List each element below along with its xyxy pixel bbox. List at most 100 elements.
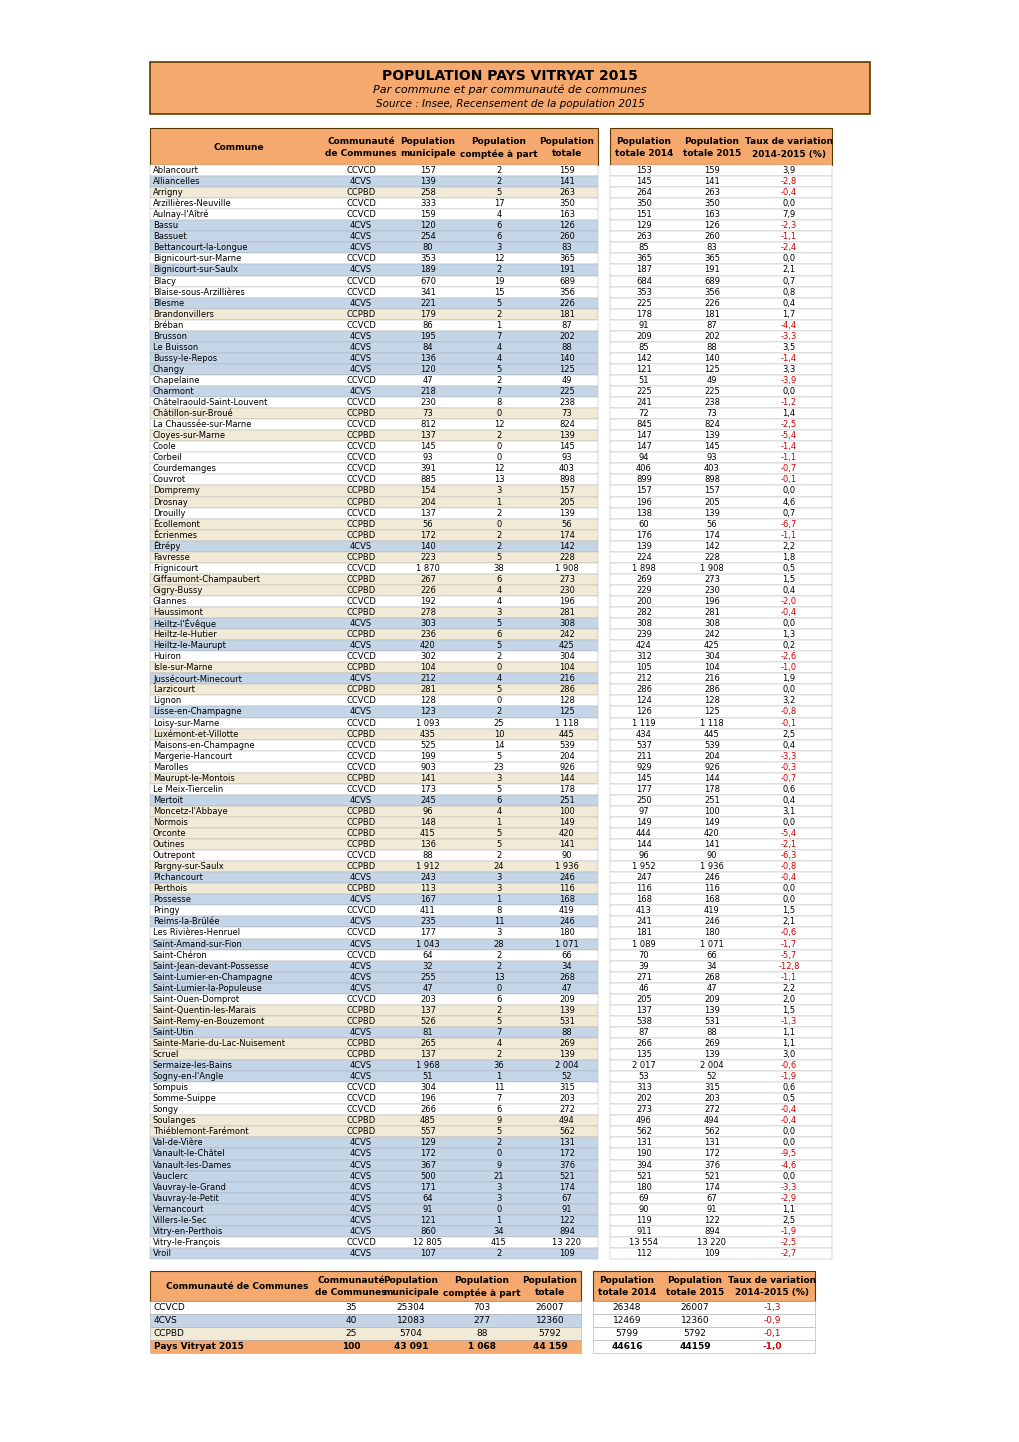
Text: CCPBD: CCPBD — [346, 630, 375, 639]
Text: 273: 273 — [703, 575, 719, 584]
Bar — [150, 552, 597, 562]
Text: 66: 66 — [561, 950, 572, 959]
Text: -2,9: -2,9 — [781, 1194, 796, 1203]
Text: 0,4: 0,4 — [782, 585, 795, 596]
Text: 100: 100 — [341, 1343, 360, 1351]
Text: 0,7: 0,7 — [782, 509, 795, 518]
Text: 562: 562 — [703, 1128, 719, 1136]
Text: 147: 147 — [636, 431, 651, 440]
Text: 32: 32 — [422, 962, 433, 970]
Text: 177: 177 — [636, 784, 651, 795]
Text: 268: 268 — [703, 973, 719, 982]
Text: 122: 122 — [558, 1216, 575, 1224]
Text: 91: 91 — [638, 320, 649, 330]
Bar — [150, 1237, 597, 1247]
Text: 104: 104 — [703, 663, 719, 672]
Text: Margerie-Hancourt: Margerie-Hancourt — [153, 751, 232, 761]
Bar — [609, 1038, 832, 1048]
Text: 216: 216 — [703, 675, 719, 684]
Bar — [150, 784, 597, 795]
Text: 119: 119 — [636, 1216, 651, 1224]
Bar — [150, 176, 597, 187]
Text: 5: 5 — [496, 552, 501, 562]
Text: Sainte-Marie-du-Lac-Nuisement: Sainte-Marie-du-Lac-Nuisement — [153, 1040, 285, 1048]
Text: 202: 202 — [703, 332, 719, 340]
Text: 195: 195 — [420, 332, 435, 340]
Text: 4CVS: 4CVS — [350, 1138, 372, 1148]
Text: 13: 13 — [493, 476, 503, 485]
Text: 1: 1 — [496, 895, 501, 904]
Text: 145: 145 — [636, 774, 651, 783]
Text: 281: 281 — [420, 685, 435, 695]
Text: CCVCD: CCVCD — [345, 1237, 376, 1247]
Text: 435: 435 — [420, 730, 435, 738]
Text: 264: 264 — [636, 187, 651, 198]
Text: CCPBD: CCPBD — [346, 552, 375, 562]
Text: 139: 139 — [703, 1050, 719, 1058]
Text: 245: 245 — [420, 796, 435, 805]
Text: -2,5: -2,5 — [781, 1237, 796, 1247]
Text: 139: 139 — [420, 177, 435, 186]
Text: 56: 56 — [706, 519, 716, 529]
Text: 85: 85 — [638, 343, 649, 352]
Text: Outrepont: Outrepont — [153, 851, 196, 859]
Text: 145: 145 — [420, 443, 435, 451]
Text: 365: 365 — [636, 254, 651, 264]
Text: 269: 269 — [558, 1040, 575, 1048]
Text: 1 908: 1 908 — [554, 564, 579, 572]
Text: 129: 129 — [636, 221, 651, 231]
Text: 88: 88 — [476, 1330, 487, 1338]
Text: 2: 2 — [496, 265, 501, 274]
Text: 494: 494 — [558, 1116, 575, 1125]
Text: 204: 204 — [420, 497, 435, 506]
Text: 73: 73 — [561, 410, 572, 418]
Bar — [150, 363, 597, 375]
Bar — [150, 1247, 597, 1259]
Text: 204: 204 — [703, 751, 719, 761]
Bar — [150, 420, 597, 430]
Bar — [150, 287, 597, 297]
Text: 247: 247 — [636, 874, 651, 883]
Bar — [609, 707, 832, 718]
Text: 286: 286 — [703, 685, 719, 695]
Bar — [609, 982, 832, 994]
Text: Mertoit: Mertoit — [153, 796, 182, 805]
Text: 1 968: 1 968 — [416, 1061, 439, 1070]
Text: 537: 537 — [636, 741, 651, 750]
Text: 126: 126 — [636, 708, 651, 717]
Text: 47: 47 — [706, 983, 716, 992]
Text: Charmont: Charmont — [153, 386, 195, 397]
Text: 531: 531 — [558, 1017, 575, 1025]
Text: 100: 100 — [558, 808, 575, 816]
Text: 51: 51 — [422, 1071, 433, 1082]
Bar — [609, 574, 832, 585]
Bar — [609, 1193, 832, 1204]
Bar — [609, 176, 832, 187]
Text: 670: 670 — [420, 277, 435, 286]
Text: 2: 2 — [496, 177, 501, 186]
Bar — [609, 917, 832, 927]
Text: 4CVS: 4CVS — [350, 962, 372, 970]
Text: 191: 191 — [558, 265, 575, 274]
Text: -5,7: -5,7 — [781, 950, 796, 959]
Text: CCPBD: CCPBD — [346, 730, 375, 738]
Bar — [150, 486, 597, 496]
Text: Brandonvillers: Brandonvillers — [153, 310, 214, 319]
Text: 268: 268 — [558, 973, 575, 982]
Text: 91: 91 — [561, 1204, 572, 1214]
Bar — [609, 128, 832, 164]
Bar — [609, 1060, 832, 1071]
Text: 6: 6 — [496, 1105, 501, 1115]
Text: 93: 93 — [422, 453, 433, 463]
Text: 60: 60 — [638, 519, 649, 529]
Text: 4CVS: 4CVS — [350, 895, 372, 904]
Text: 3,2: 3,2 — [782, 696, 795, 705]
Text: 47: 47 — [422, 376, 433, 385]
Text: CCVCD: CCVCD — [345, 211, 376, 219]
Text: CCPBD: CCPBD — [346, 808, 375, 816]
Text: 145: 145 — [636, 177, 651, 186]
Text: 258: 258 — [420, 187, 435, 198]
Text: CCVCD: CCVCD — [345, 287, 376, 297]
Bar — [150, 574, 597, 585]
Bar — [150, 685, 597, 695]
